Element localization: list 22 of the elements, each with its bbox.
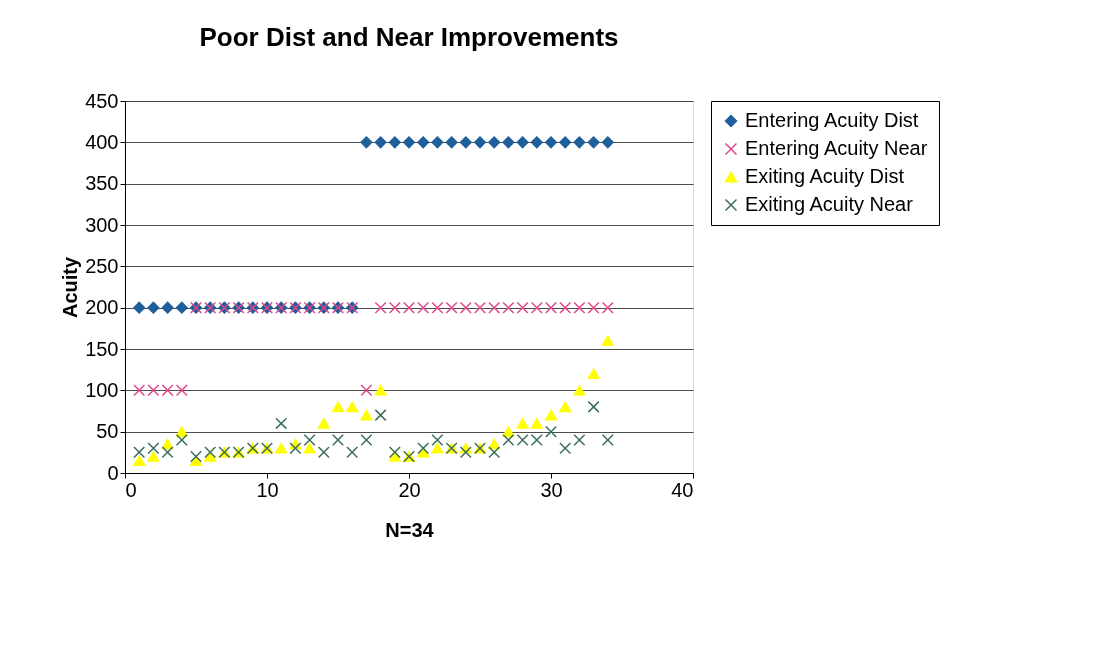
legend-label: Entering Acuity Near (745, 137, 928, 159)
x-tick-label: 10 (256, 478, 279, 501)
chart-title: Poor Dist and Near Improvements (199, 22, 619, 52)
x-tick-label: 30 (540, 478, 563, 501)
y-tick-label: 50 (96, 420, 119, 443)
y-tick-label: 150 (85, 337, 119, 360)
y-tick-label: 0 (107, 461, 119, 484)
x-tick-label: 20 (398, 478, 421, 501)
x-tick-label: 40 (671, 478, 694, 501)
x-tick-label: 0 (125, 478, 137, 501)
x-axis-title: N=34 (385, 518, 435, 541)
y-tick-label: 400 (85, 130, 119, 153)
y-tick-label: 300 (85, 213, 119, 236)
legend-label: Exiting Acuity Near (745, 193, 914, 215)
y-tick-label: 200 (85, 296, 119, 319)
y-tick-label: 100 (85, 378, 119, 401)
y-tick-label: 350 (85, 172, 119, 195)
y-tick-label: 250 (85, 254, 119, 277)
legend-label: Exiting Acuity Dist (745, 165, 905, 187)
legend-label: Entering Acuity Dist (745, 109, 919, 131)
y-axis-title: Acuity (59, 256, 82, 319)
y-tick-label: 450 (85, 89, 119, 112)
